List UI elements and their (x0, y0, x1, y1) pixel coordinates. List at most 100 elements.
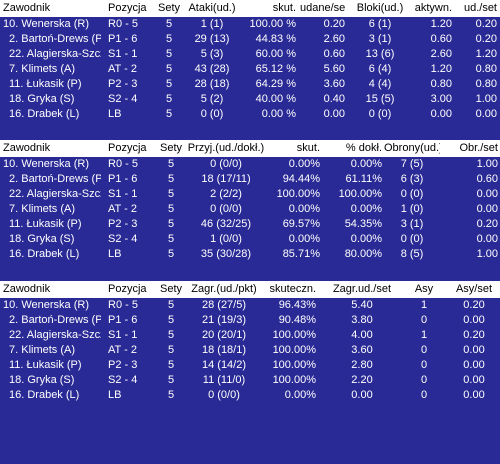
reception-column-header-skut[interactable]: skut. (296, 142, 320, 154)
player-name-cell: 11. Łukasik (P) (9, 78, 82, 90)
table-cell: 2.60 (323, 33, 345, 45)
table-cell: 6 (1) (368, 18, 392, 30)
reception-column-header-sety[interactable]: Sety (160, 142, 182, 154)
table-row[interactable]: 10. Wenerska (R) R0 - 5 5 0 (0/0) 0.00% 0.00%… (0, 157, 500, 172)
player-name-cell: 7. Klimets (A) (9, 344, 76, 356)
table-cell: 61.11% (345, 173, 383, 185)
table-cell: 0.60 (430, 33, 452, 45)
table-cell: 0 (0) (200, 108, 224, 120)
table-cell: 5 (165, 63, 173, 75)
table-cell: 0.00% (288, 233, 320, 245)
table-cell: 20 (20/1) (201, 329, 247, 341)
table-cell: 0 (420, 314, 428, 326)
serve-column-header-asy-set[interactable]: Asy/set (455, 283, 493, 295)
reception-defense-table: Zawodnik Pozycja Sety Przyj.(ud./dokł.) skut… (0, 140, 500, 262)
table-row[interactable]: 18. Gryka (S) S2 - 4 5 5 (2) 40.00 % 0.40 15 (… (0, 92, 500, 107)
table-cell: S2 - 4 (108, 233, 138, 245)
table-cell: 0 (420, 374, 428, 386)
table-cell: P1 - 6 (108, 173, 138, 185)
serve-column-header-skuteczn[interactable]: skuteczn. (269, 283, 316, 295)
table-row[interactable]: 11. Łukasik (P) P2 - 3 5 46 (32/25) 69.57% 54… (0, 217, 500, 232)
reception-column-header-zawodnik[interactable]: Zawodnik (3, 142, 51, 154)
attack-column-header-zawodnik[interactable]: Zawodnik (3, 2, 51, 14)
table-cell: 100.00 % (249, 18, 296, 30)
table-cell: 28 (18) (194, 78, 230, 90)
attack-column-header-pozycja[interactable]: Pozycja (108, 2, 147, 14)
serve-column-header-zagr-ud-set[interactable]: Zagr.ud./set (332, 283, 392, 295)
table-cell: 0.20 (323, 18, 345, 30)
table-cell: 0 (420, 344, 428, 356)
attack-column-header-skut[interactable]: skut. (272, 2, 296, 14)
attack-column-header-bloki-ud[interactable]: Bloki(ud.) (356, 2, 404, 14)
attack-column-header-ud-set[interactable]: ud./set (463, 2, 497, 14)
table-cell: 5 (167, 314, 175, 326)
table-cell: 60.00 % (255, 48, 296, 60)
table-cell: 0.00 (463, 374, 485, 386)
player-name-cell: 22. Alagierska-Szcze... (9, 48, 101, 60)
table-cell: 5 (167, 329, 175, 341)
table-cell: 0.40 (323, 93, 345, 105)
reception-column-header-pozycja[interactable]: Pozycja (108, 142, 147, 154)
table-row[interactable]: 7. Klimets (A) AT - 2 5 43 (28) 65.12 % 5.60 6… (0, 62, 500, 77)
table-row[interactable]: 2. Bartoń-Drews (P) P1 - 6 5 18 (17/11) 94.4… (0, 172, 500, 187)
attack-column-header-aktywn[interactable]: aktywn. (414, 2, 452, 14)
table-cell: P2 - 3 (108, 78, 138, 90)
table-cell: P1 - 6 (108, 33, 138, 45)
reception-column-header-przyj-ud-dok[interactable]: Przyj.(ud./dokł.) (187, 142, 265, 154)
table-cell: 5 (167, 158, 175, 170)
table-row[interactable]: 18. Gryka (S) S2 - 4 5 11 (11/0) 100.00% 2.20… (0, 373, 500, 388)
table-row[interactable]: 11. Łukasik (P) P2 - 3 5 28 (18) 64.29 % 3.60… (0, 77, 500, 92)
table-row[interactable]: 16. Drabek (L) LB 5 0 (0/0) 0.00% 0.00 0 0.00 (0, 388, 500, 403)
table-cell: 5 (167, 389, 175, 401)
table-cell: R0 - 5 (108, 299, 138, 311)
serve-column-header-zagr-ud-pkt[interactable]: Zagr.(ud./pkt) (191, 283, 257, 295)
table-cell: LB (108, 248, 122, 260)
table-row[interactable]: 7. Klimets (A) AT - 2 5 0 (0/0) 0.00% 0.00% 1 … (0, 202, 500, 217)
player-name-cell: 16. Drabek (L) (9, 108, 80, 120)
table-cell: 5 (165, 48, 173, 60)
serve-table: Zawodnik Pozycja Sety Zagr.(ud./pkt) skutecz… (0, 281, 500, 403)
table-row[interactable]: 10. Wenerska (R) R0 - 5 5 1 (1) 100.00 % 0.20… (0, 17, 500, 32)
attack-column-header-sety[interactable]: Sety (158, 2, 180, 14)
table-cell: 18 (18/1) (201, 344, 247, 356)
table-cell: 5 (167, 173, 175, 185)
table-row[interactable]: 22. Alagierska-Szcze... S1 - 1 5 2 (2/2) 100… (0, 187, 500, 202)
table-row[interactable]: 7. Klimets (A) AT - 2 5 18 (18/1) 100.00% 3.6… (0, 343, 500, 358)
table-cell: LB (108, 389, 122, 401)
table-cell: 0.00 (463, 389, 485, 401)
player-name-cell: 22. Alagierska-Szcze... (9, 188, 101, 200)
table-row[interactable]: 10. Wenerska (R) R0 - 5 5 28 (27/5) 96.43% 5.… (0, 298, 500, 313)
table-cell: 29 (13) (194, 33, 230, 45)
table-row[interactable]: 22. Alagierska-Szcze... S1 - 1 5 5 (3) 60.00… (0, 47, 500, 62)
reception-column-header-obr-set[interactable]: Obr./set (459, 142, 498, 154)
attack-column-header-udane-set[interactable]: udane/set (300, 2, 345, 14)
player-name-cell: 16. Drabek (L) (9, 389, 80, 401)
serve-column-header-pozycja[interactable]: Pozycja (108, 283, 147, 295)
table-cell: 3.00 (430, 93, 452, 105)
table-cell: 1.20 (475, 48, 497, 60)
table-row[interactable]: 22. Alagierska-Szcze... S1 - 1 5 20 (20/1) 1… (0, 328, 500, 343)
table-cell: 0 (0) (400, 233, 424, 245)
table-row[interactable]: 16. Drabek (L) LB 5 35 (30/28) 85.71% 80.00% 8… (0, 247, 500, 262)
table-cell: 2.80 (351, 359, 373, 371)
table-cell: 8 (5) (400, 248, 424, 260)
table-row[interactable]: 2. Bartoń-Drews (P) P1 - 6 5 21 (19/3) 90.48… (0, 313, 500, 328)
player-name-cell: 7. Klimets (A) (9, 203, 76, 215)
attack-column-header-ataki-ud[interactable]: Ataki(ud.) (188, 2, 236, 14)
player-name-cell: 16. Drabek (L) (9, 248, 80, 260)
serve-column-header-sety[interactable]: Sety (160, 283, 182, 295)
table-cell: 54.35% (344, 218, 382, 230)
player-name-cell: 10. Wenerska (R) (3, 158, 89, 170)
serve-column-header-asy[interactable]: Asy (414, 283, 434, 295)
table-cell: 1 (0) (400, 203, 424, 215)
table-row[interactable]: 2. Bartoń-Drews (P) P1 - 6 5 29 (13) 44.83 %… (0, 32, 500, 47)
serve-column-header-zawodnik[interactable]: Zawodnik (3, 283, 51, 295)
table-cell: 0 (0) (368, 108, 392, 120)
table-cell: 100.00% (272, 344, 316, 356)
reception-column-header-dok[interactable]: % dokł. (345, 142, 382, 154)
table-row[interactable]: 18. Gryka (S) S2 - 4 5 1 (0/0) 0.00% 0.00% 0 (… (0, 232, 500, 247)
table-row[interactable]: 16. Drabek (L) LB 5 0 (0) 0.00 % 0.00 0 (0) 0.0… (0, 107, 500, 122)
reception-column-header-obrony-ud[interactable]: Obrony(ud.) (384, 142, 440, 154)
table-row[interactable]: 11. Łukasik (P) P2 - 3 5 14 (14/2) 100.00% 2.… (0, 358, 500, 373)
table-cell: 0.00 % (261, 108, 296, 120)
